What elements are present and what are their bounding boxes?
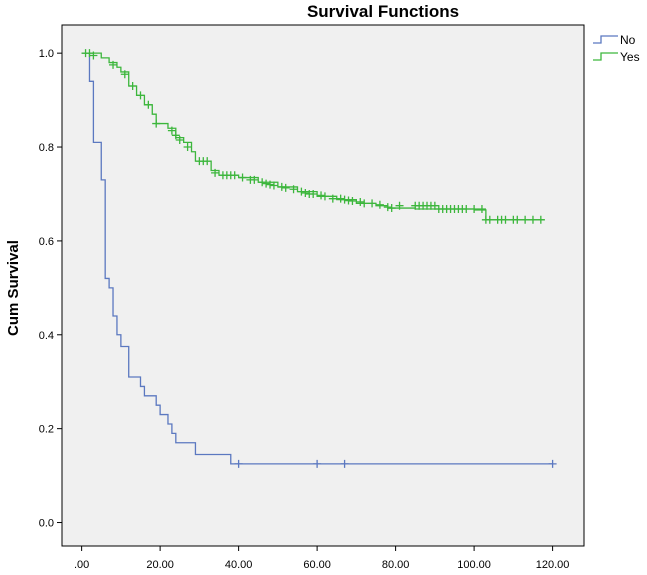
censored-mark	[183, 143, 192, 152]
x-tick-label: .00	[74, 559, 89, 571]
x-tick-label: 100.00	[457, 559, 491, 571]
y-tick-label: 0.4	[39, 330, 54, 342]
legend-label: No	[620, 33, 636, 47]
censored-mark	[340, 459, 349, 468]
censored-mark	[203, 157, 212, 166]
series-yes	[81, 49, 545, 224]
censored-mark	[528, 215, 537, 224]
survival-line-no	[81, 52, 553, 465]
censored-mark	[501, 215, 510, 224]
censored-mark	[383, 203, 392, 212]
y-axis: 0.0 0.2 0.4 0.6 0.8 1.0	[39, 48, 62, 530]
censored-mark	[238, 173, 247, 182]
censored-mark	[297, 187, 306, 196]
censored-mark	[281, 183, 290, 192]
censored-mark	[348, 197, 357, 206]
censored-mark	[317, 191, 326, 200]
censored-mark	[477, 204, 486, 213]
plot-area	[61, 24, 585, 547]
x-tick-label: 120.00	[536, 559, 570, 571]
censored-mark	[313, 459, 322, 468]
censored-mark	[167, 126, 176, 135]
censored-mark	[548, 459, 557, 468]
censored-mark	[340, 195, 349, 204]
censored-mark	[395, 201, 404, 210]
legend-swatch	[593, 35, 618, 44]
censored-mark	[230, 171, 239, 180]
x-axis: .00 20.00 40.00 60.00 80.00 100.00 120.00	[74, 546, 569, 571]
censored-mark	[309, 189, 318, 198]
censored-mark	[320, 192, 329, 201]
censored-mark	[336, 194, 345, 203]
censored-mark	[234, 459, 243, 468]
chart-title: Survival Functions	[307, 2, 459, 21]
x-tick-label: 80.00	[382, 559, 410, 571]
y-axis-label: Cum Survival	[5, 240, 22, 336]
censored-mark	[485, 215, 494, 224]
series-no	[81, 52, 557, 468]
legend-label: Yes	[620, 50, 640, 64]
censored-mark	[368, 199, 377, 208]
censored-mark	[521, 215, 530, 224]
censored-mark	[109, 60, 118, 69]
legend: No Yes	[593, 33, 640, 64]
censored-mark	[375, 200, 384, 209]
censored-mark	[289, 185, 298, 194]
censored-mark	[356, 197, 365, 206]
censored-mark	[328, 194, 337, 203]
series-layer	[81, 49, 557, 468]
censored-mark	[266, 180, 275, 189]
censored-mark	[136, 91, 145, 100]
censored-mark	[211, 168, 220, 177]
censored-mark	[513, 215, 522, 224]
censored-mark	[360, 199, 369, 208]
censored-mark	[250, 175, 259, 184]
censored-mark	[269, 181, 278, 190]
x-tick-label: 20.00	[146, 559, 174, 571]
censored-mark	[152, 119, 161, 128]
y-tick-label: 1.0	[39, 48, 54, 60]
censored-mark	[262, 179, 271, 188]
censored-mark	[120, 70, 129, 79]
x-tick-label: 60.00	[303, 559, 331, 571]
censored-mark	[470, 204, 479, 213]
y-tick-label: 0.6	[39, 236, 54, 248]
censored-mark	[277, 182, 286, 191]
censored-mark	[171, 131, 180, 140]
censored-mark	[536, 215, 545, 224]
censored-mark	[89, 51, 98, 60]
y-tick-label: 0.0	[39, 518, 54, 530]
censored-mark	[462, 204, 471, 213]
censored-mark	[387, 204, 396, 213]
censored-mark	[301, 189, 310, 198]
legend-item-yes: Yes	[593, 50, 640, 64]
censored-mark	[175, 135, 184, 144]
censored-mark	[258, 178, 267, 187]
legend-item-no: No	[593, 33, 636, 47]
y-tick-label: 0.8	[39, 142, 54, 154]
censored-mark	[144, 100, 153, 109]
legend-swatch	[593, 52, 618, 61]
censored-mark	[128, 82, 137, 91]
y-tick-label: 0.2	[39, 424, 54, 436]
x-tick-label: 40.00	[225, 559, 253, 571]
